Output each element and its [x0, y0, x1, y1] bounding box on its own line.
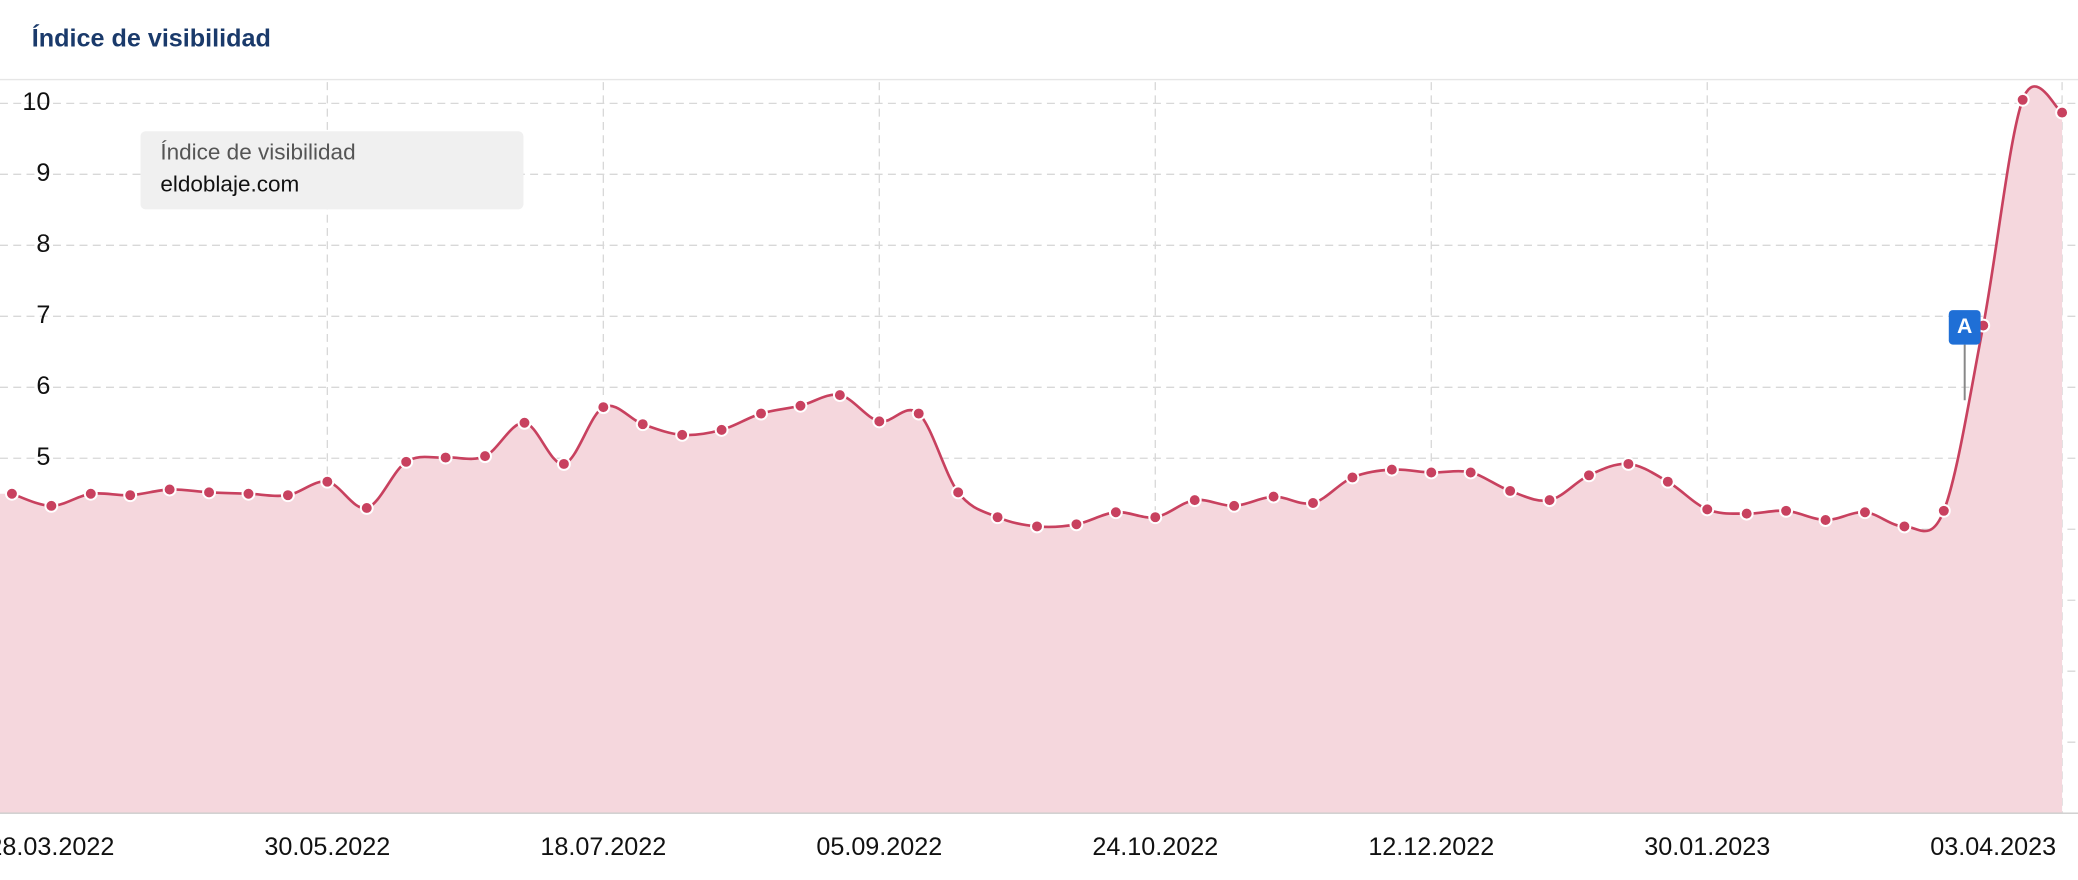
point [1227, 498, 1242, 513]
point [1148, 510, 1163, 525]
point [478, 449, 493, 464]
point [1424, 465, 1439, 480]
point [438, 450, 453, 465]
point [1108, 505, 1123, 520]
point [359, 501, 374, 515]
annotation-flag [1948, 310, 1981, 345]
x-tick-label: 24.10.2022 [1092, 833, 1218, 861]
point [1345, 470, 1360, 485]
x-tick-label: 18.07.2022 [540, 833, 666, 861]
point [44, 498, 59, 513]
annotation-label: A [1957, 315, 1972, 338]
point [1660, 474, 1675, 489]
point [872, 414, 887, 429]
point [162, 482, 177, 497]
point [1542, 493, 1557, 508]
point [2055, 105, 2070, 120]
legend-box [140, 131, 524, 210]
x-tick-label: 30.01.2023 [1644, 833, 1770, 861]
point [517, 415, 532, 430]
point [1266, 489, 1281, 504]
x-tick-label: 03.04.2023 [1930, 833, 2056, 861]
x-tick-label: 05.09.2022 [816, 833, 942, 861]
y-tick-label: 8 [36, 230, 50, 258]
point [1779, 503, 1794, 518]
point [280, 488, 295, 503]
point [1503, 483, 1518, 498]
point [911, 406, 926, 421]
point [2015, 92, 2030, 107]
x-tick-label: 12.12.2022 [1368, 833, 1494, 861]
point [1897, 519, 1912, 534]
point [951, 485, 966, 500]
point [4, 486, 19, 501]
y-tick-label: 5 [36, 443, 50, 471]
point [793, 398, 808, 413]
point [320, 474, 335, 489]
point [241, 486, 256, 501]
point [990, 510, 1005, 525]
point [1700, 502, 1715, 517]
y-tick-label: 7 [36, 301, 50, 329]
point [1936, 503, 1951, 518]
point [832, 388, 847, 403]
point [123, 488, 138, 503]
chart-title: Índice de visibilidad [32, 23, 271, 52]
point [1739, 506, 1754, 521]
point [1030, 519, 1044, 534]
point [1069, 517, 1084, 532]
legend-title: Índice de visibilidad [160, 140, 355, 165]
y-tick-label: 10 [22, 88, 50, 116]
point [754, 406, 768, 421]
point [1384, 462, 1399, 477]
area [0, 86, 2063, 814]
legend-domain: eldoblaje.com [160, 172, 299, 197]
point [83, 486, 98, 501]
point [1463, 465, 1478, 480]
point [1582, 468, 1596, 483]
point [1621, 456, 1636, 471]
point [1187, 493, 1202, 508]
point [675, 427, 690, 442]
point [1818, 513, 1833, 527]
point [714, 422, 729, 437]
point [596, 400, 611, 415]
y-tick-label: 9 [36, 159, 50, 187]
y-tick-label: 6 [36, 372, 50, 400]
x-tick-label: 28.03.2022 [0, 833, 114, 861]
point [635, 417, 650, 432]
point [556, 456, 571, 471]
point [202, 485, 217, 500]
point [1858, 505, 1872, 520]
x-tick-label: 30.05.2022 [264, 833, 390, 861]
point [1306, 496, 1320, 510]
point [399, 454, 414, 469]
